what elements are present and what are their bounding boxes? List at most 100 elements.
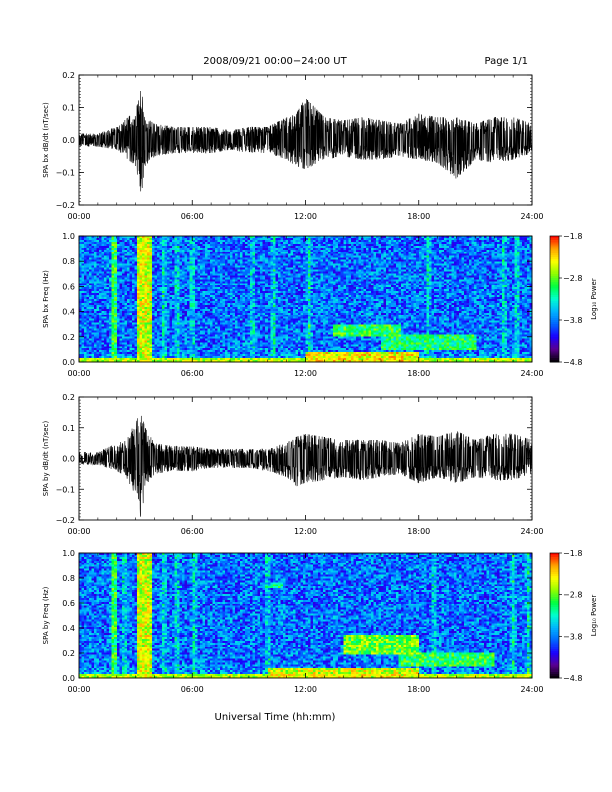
heatmap-cell [104, 291, 107, 294]
heatmap-cell [146, 302, 150, 306]
heatmap-cell [265, 310, 269, 314]
heatmap-cell [167, 336, 170, 339]
heatmap-cell [167, 322, 170, 325]
heatmap-cell [131, 320, 135, 323]
heatmap-cell [219, 344, 223, 347]
heatmap-cell [129, 263, 133, 266]
heatmap-cell [89, 287, 92, 290]
heatmap-cell [79, 320, 82, 323]
heatmap-cell [184, 326, 188, 329]
heatmap-cell [262, 304, 266, 308]
heatmap-cell [182, 255, 185, 258]
heatmap-cell [134, 267, 138, 270]
heatmap-cell [114, 269, 118, 272]
heatmap-cell [204, 277, 208, 280]
heatmap-cell [184, 354, 188, 357]
heatmap-cell [212, 334, 216, 337]
heatmap-cell [232, 334, 236, 337]
heatmap-cell [202, 328, 206, 331]
heatmap-cell [149, 336, 153, 339]
heatmap-cell [99, 255, 102, 258]
heatmap-cell [255, 304, 258, 308]
heatmap-cell [86, 269, 90, 272]
heatmap-cell [89, 259, 92, 262]
heatmap-cell [151, 346, 155, 349]
heatmap-cell [224, 263, 228, 266]
heatmap-cell [237, 255, 241, 258]
heatmap-cell [111, 316, 115, 319]
heatmap-cell [169, 318, 173, 321]
heatmap-cell [199, 318, 203, 321]
heatmap-cell [267, 291, 271, 294]
heatmap-cell [116, 324, 120, 327]
heatmap-cell [252, 239, 256, 243]
heatmap-cell [255, 328, 258, 331]
heatmap-cell [174, 285, 178, 288]
heatmap-cell [240, 275, 243, 278]
heatmap-cell [79, 261, 82, 264]
heatmap-cell [86, 350, 90, 353]
heatmap-cell [255, 332, 258, 335]
heatmap-cell [139, 259, 143, 262]
heatmap-cell [217, 330, 221, 333]
heatmap-cell [189, 304, 193, 308]
heatmap-cell [184, 352, 188, 355]
heatmap-cell [111, 320, 115, 323]
heatmap-cell [217, 358, 221, 361]
heatmap-cell [84, 289, 87, 292]
heatmap-cell [159, 316, 163, 319]
heatmap-cell [214, 293, 218, 296]
heatmap-cell [235, 310, 238, 314]
heatmap-cell [81, 277, 85, 280]
heatmap-cell [247, 318, 251, 321]
heatmap-cell [106, 299, 110, 302]
heatmap-cell [209, 332, 213, 335]
heatmap-cell [199, 239, 203, 243]
heatmap-cell [119, 348, 123, 351]
heatmap-cell [260, 297, 264, 300]
heatmap-cell [91, 249, 95, 253]
heatmap-cell [230, 249, 233, 253]
heatmap-cell [255, 314, 258, 318]
heatmap-cell [197, 277, 201, 280]
heatmap-cell [99, 352, 102, 355]
heatmap-cell [169, 245, 173, 249]
heatmap-cell [240, 342, 243, 345]
heatmap-cell [104, 245, 107, 249]
heatmap-cell [106, 332, 110, 335]
heatmap-cell [237, 324, 241, 327]
heatmap-cell [111, 300, 115, 304]
heatmap-cell [237, 247, 241, 251]
heatmap-cell [136, 277, 140, 280]
heatmap-cell [177, 358, 180, 361]
heatmap-cell [104, 350, 107, 353]
heatmap-cell [139, 273, 143, 276]
heatmap-cell [222, 247, 226, 251]
heatmap-cell [154, 265, 158, 268]
heatmap-cell [189, 312, 193, 316]
heatmap-cell [114, 326, 118, 329]
heatmap-cell [187, 340, 191, 343]
heatmap-cell [227, 356, 231, 359]
heatmap-cell [182, 263, 185, 266]
heatmap-cell [189, 360, 193, 363]
heatmap-cell [94, 320, 97, 323]
heatmap-cell [89, 340, 92, 343]
heatmap-cell [182, 344, 185, 347]
heatmap-cell [141, 338, 145, 341]
heatmap-cell [199, 356, 203, 359]
heatmap-cell [109, 265, 113, 268]
heatmap-cell [154, 257, 158, 260]
heatmap-cell [86, 358, 90, 361]
heatmap-cell [99, 346, 102, 349]
heatmap-cell [187, 265, 191, 268]
heatmap-cell [204, 342, 208, 345]
heatmap-cell [192, 271, 196, 274]
heatmap-cell [262, 295, 266, 298]
heatmap-cell [197, 340, 201, 343]
heatmap-cell [235, 295, 238, 298]
heatmap-cell [144, 352, 148, 355]
heatmap-cell [267, 287, 271, 290]
heatmap-cell [151, 245, 155, 249]
heatmap-cell [126, 237, 130, 241]
